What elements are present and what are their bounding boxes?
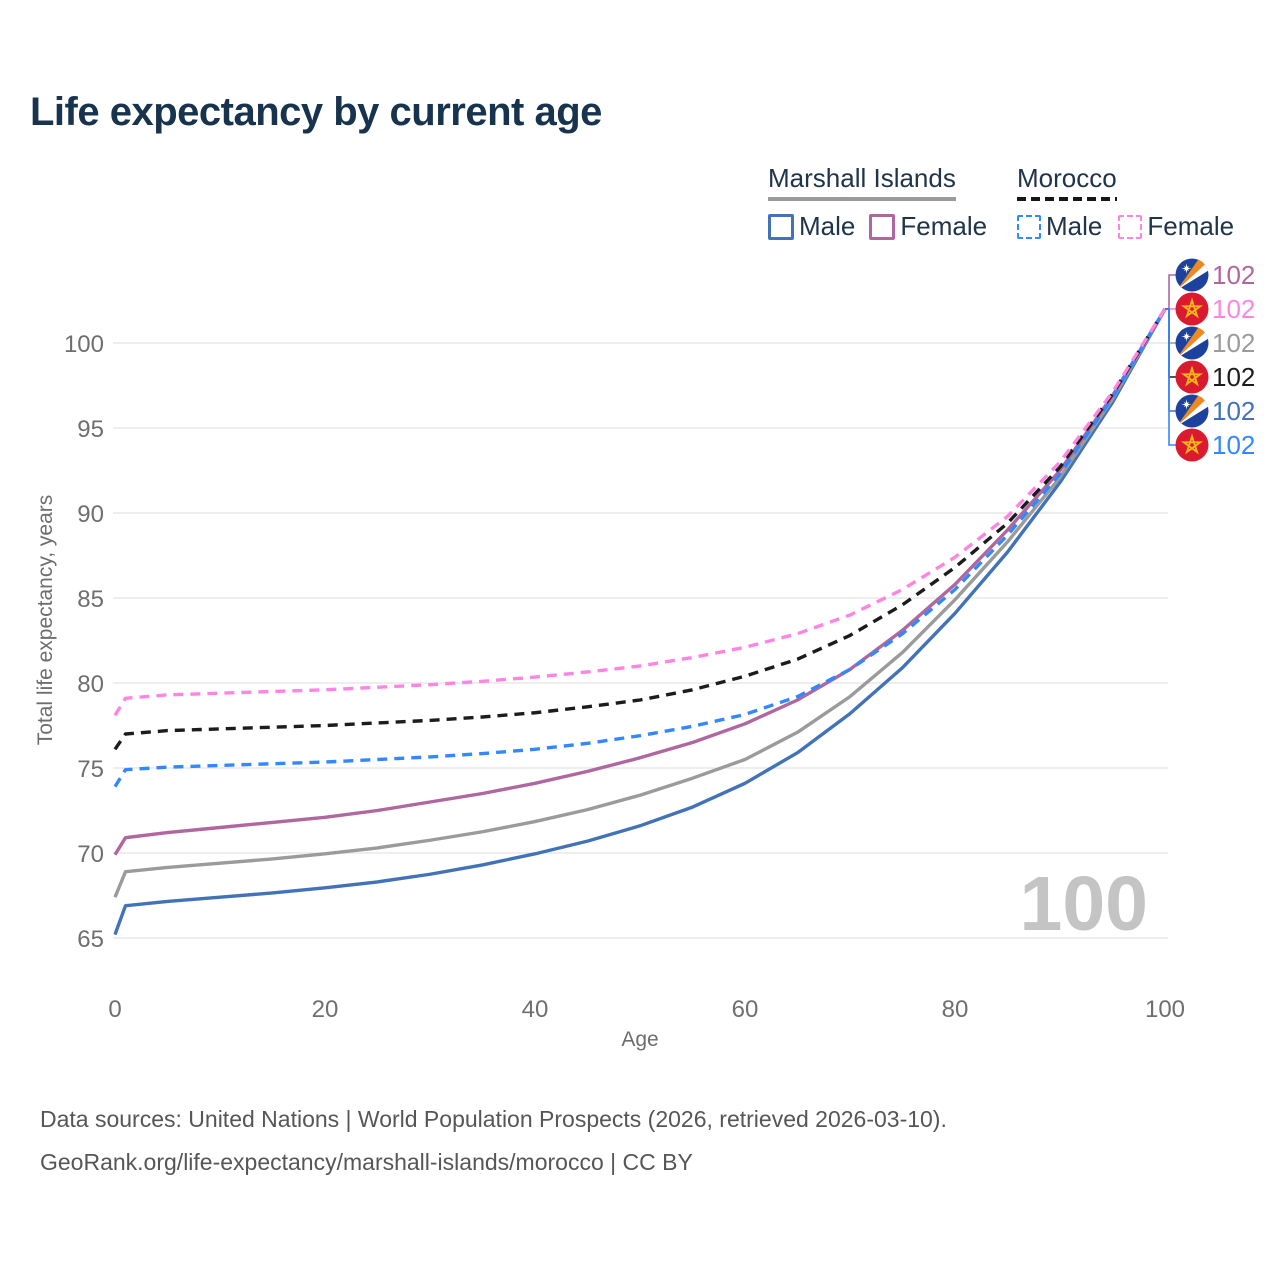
y-tick-label: 65 [77,926,104,953]
end-label-connector [1165,308,1176,344]
morocco-flag-icon [1174,291,1210,327]
y-tick-label: 80 [77,671,104,698]
legend-country-morocco[interactable]: Morocco [1017,163,1117,201]
legend-swatch-solid-purple [869,213,896,240]
y-tick-label: 100 [64,331,104,358]
legend-item-label: Male [1046,211,1103,241]
series-line-marshall-islands-female [113,308,1167,856]
end-value-label-morocco-male: 102 [1212,430,1255,460]
current-age-watermark: 100 [1019,861,1148,947]
footer-attribution: GeoRank.org/life-expectancy/marshall-isl… [40,1149,693,1175]
marshall-islands-flag-icon [1176,259,1209,292]
end-value-label-marshall-islands-female: 102 [1212,260,1255,290]
y-tick-label: 70 [77,841,104,868]
x-tick-label: 20 [312,996,339,1023]
legend-item-label: Female [1147,211,1235,241]
end-value-label-marshall-islands-overall: 102 [1212,328,1255,358]
legend-swatch-solid-blue [768,213,794,240]
legend-country-label: Marshall Islands [768,163,956,193]
legend-group-morocco: Morocco Male Female [1017,163,1234,242]
legend-underline-dashed [1017,197,1117,201]
legend-item-label: Female [900,211,988,241]
legend-swatch-dashed-blue [1017,214,1041,239]
series-line-morocco-male [113,308,1167,788]
end-label-connector [1165,308,1176,412]
y-tick-label: 75 [77,756,104,783]
y-tick-label: 95 [77,416,104,443]
x-tick-label: 80 [942,996,969,1023]
footer: Data sources: United Nations | World Pop… [40,1106,947,1192]
marshall-islands-flag-icon [1176,327,1209,360]
footer-data-sources: Data sources: United Nations | World Pop… [40,1106,947,1132]
morocco-flag-icon [1174,427,1210,463]
y-axis-title: Total life expectancy, years [34,494,57,746]
legend-country-marshall-islands[interactable]: Marshall Islands [768,163,956,201]
x-axis-title: Age [621,1028,659,1051]
x-tick-label: 60 [732,996,759,1023]
page-title: Life expectancy by current age [30,90,602,134]
x-tick-label: 0 [108,996,121,1023]
end-value-label-morocco-female: 102 [1212,294,1255,324]
marshall-islands-flag-icon [1176,395,1209,428]
legend-swatch-dashed-pink [1118,214,1143,239]
legend-country-label: Morocco [1017,163,1117,193]
end-value-label-marshall-islands-male: 102 [1212,396,1255,426]
series-line-marshall-islands-male [113,308,1167,936]
legend-underline-solid [768,197,956,201]
series-line-morocco-female [113,308,1167,717]
x-tick-label: 100 [1145,996,1185,1023]
legend-item-marshall-islands-male[interactable]: Male [768,211,855,242]
series-line-marshall-islands-overall [113,308,1167,898]
series-line-morocco-overall [113,308,1167,751]
y-tick-label: 85 [77,586,104,613]
end-value-label-morocco-overall: 102 [1212,362,1255,392]
legend-item-marshall-islands-female[interactable]: Female [869,211,987,242]
morocco-flag-icon [1174,359,1210,395]
end-label-connector [1165,274,1176,310]
legend-group-marshall-islands: Marshall Islands Male Female [768,163,987,242]
legend-item-label: Male [799,211,856,241]
legend-item-morocco-male[interactable]: Male [1017,211,1102,242]
x-tick-label: 40 [522,996,549,1023]
y-tick-label: 90 [77,501,104,528]
legend-item-morocco-female[interactable]: Female [1118,211,1234,242]
end-label-connector [1165,308,1176,446]
